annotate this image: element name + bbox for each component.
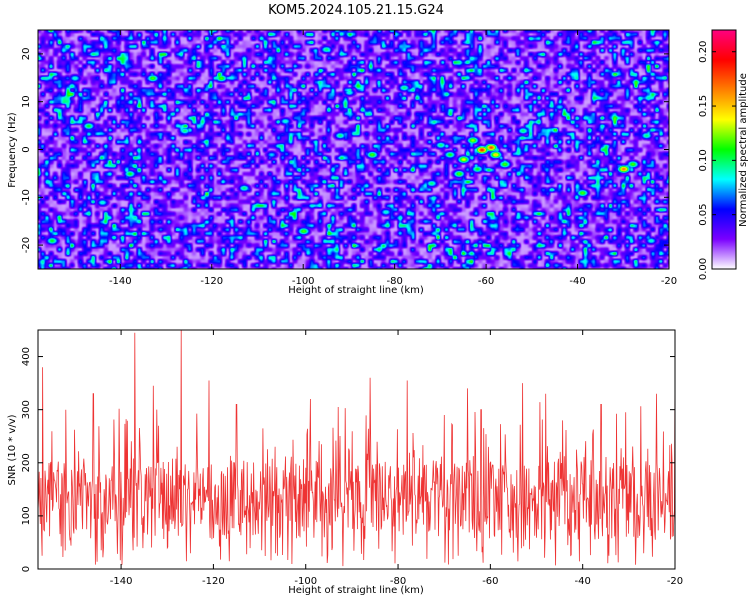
snr-y-tick-label: 100 — [21, 506, 32, 525]
colorbar-tick-label: 0.15 — [698, 95, 709, 117]
spectrogram-y-tick-label: 10 — [21, 95, 32, 108]
spectrogram-y-ticks: -20 -10 0 10 20 — [21, 48, 669, 253]
colorbar-tick-label: 0.05 — [698, 204, 709, 226]
spectrogram-y-label: Frequency (Hz) — [7, 112, 18, 188]
spectrogram-x-tick-label: -60 — [478, 276, 494, 287]
colorbar-tick-label: 0.20 — [698, 41, 709, 63]
colorbar-ticks: 0.00 0.05 0.10 0.15 0.20 — [698, 41, 736, 280]
spectrogram-x-ticks: -140 -120 -100 -80 -60 -40 -20 — [109, 30, 677, 287]
spectrogram-x-tick-label: -20 — [661, 276, 677, 287]
spectrogram-x-tick-label: -100 — [292, 276, 315, 287]
chart-title: KOM5.2024.105.21.15.G24 — [268, 3, 444, 18]
colorbar-label: Normalized spectral amplitude — [738, 73, 749, 227]
colorbar: 0.00 0.05 0.10 0.15 0.20 Normalized spectral… — [698, 29, 749, 280]
snr-x-tick-label: -120 — [202, 576, 225, 587]
snr-x-tick-label: -100 — [294, 576, 317, 587]
spectrogram-x-label: Height of straight line (km) — [288, 285, 424, 296]
snr-series-line — [37, 329, 676, 567]
snr-x-ticks: -140 -120 -100 -80 -60 -40 -20 — [110, 330, 683, 587]
spectrogram-y-tick-label: 0 — [21, 146, 32, 152]
snr-y-ticks: 0 100 200 300 400 — [21, 347, 675, 572]
snr-y-tick-label: 0 — [21, 566, 32, 572]
snr-frame — [37, 329, 676, 570]
spectrogram-x-tick-label: -40 — [569, 276, 585, 287]
snr-x-tick-label: -60 — [482, 576, 498, 587]
spectrogram-y-tick-label: 20 — [21, 48, 32, 61]
snr-x-tick-label: -40 — [575, 576, 591, 587]
colorbar-tick-label: 0.00 — [698, 258, 709, 280]
spectrogram-x-tick-label: -80 — [386, 276, 402, 287]
snr-x-label: Height of straight line (km) — [288, 585, 424, 596]
snr-x-tick-label: -80 — [390, 576, 406, 587]
spectrogram-x-tick-label: -140 — [109, 276, 132, 287]
snr-x-tick-label: -140 — [110, 576, 133, 587]
spectrogram-x-tick-label: -120 — [200, 276, 223, 287]
colorbar-tick-label: 0.10 — [698, 149, 709, 171]
snr-y-tick-label: 200 — [21, 453, 32, 472]
snr-y-tick-label: 300 — [21, 400, 32, 419]
spectrogram-heatmap — [38, 30, 669, 269]
snr-y-tick-label: 400 — [21, 347, 32, 366]
colorbar-frame — [711, 29, 737, 270]
colorbar-gradient — [712, 30, 736, 269]
spectrogram-y-tick-label: -20 — [21, 237, 32, 253]
snr-x-tick-label: -20 — [667, 576, 683, 587]
snr-panel: -140 -120 -100 -80 -60 -40 -20 0 100 200 300 400 H… — [7, 329, 683, 596]
snr-y-label: SNR (10 * v/v) — [7, 414, 18, 485]
spectrogram-y-tick-label: -10 — [21, 189, 32, 205]
